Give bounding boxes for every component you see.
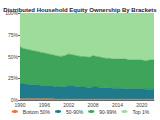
svg-text:1990: 1990 [14, 102, 25, 108]
svg-text:100%: 100% [5, 10, 18, 16]
svg-text:2020: 2020 [136, 102, 147, 108]
svg-text:25%: 25% [8, 75, 19, 81]
svg-text:2002: 2002 [63, 102, 74, 108]
svg-text:50-90%: 50-90% [66, 109, 84, 115]
svg-text:Distributed Household Equity O: Distributed Household Equity Ownership B… [3, 7, 157, 13]
svg-text:0%: 0% [10, 97, 18, 103]
svg-text:2014: 2014 [112, 102, 123, 108]
svg-text:50%: 50% [8, 54, 19, 60]
svg-text:Bottom 50%: Bottom 50% [23, 109, 51, 115]
svg-text:90-99%: 90-99% [99, 109, 117, 115]
svg-text:2008: 2008 [88, 102, 99, 108]
svg-text:75%: 75% [8, 32, 19, 38]
svg-text:1996: 1996 [39, 102, 50, 108]
svg-text:Top 1%: Top 1% [133, 109, 150, 115]
